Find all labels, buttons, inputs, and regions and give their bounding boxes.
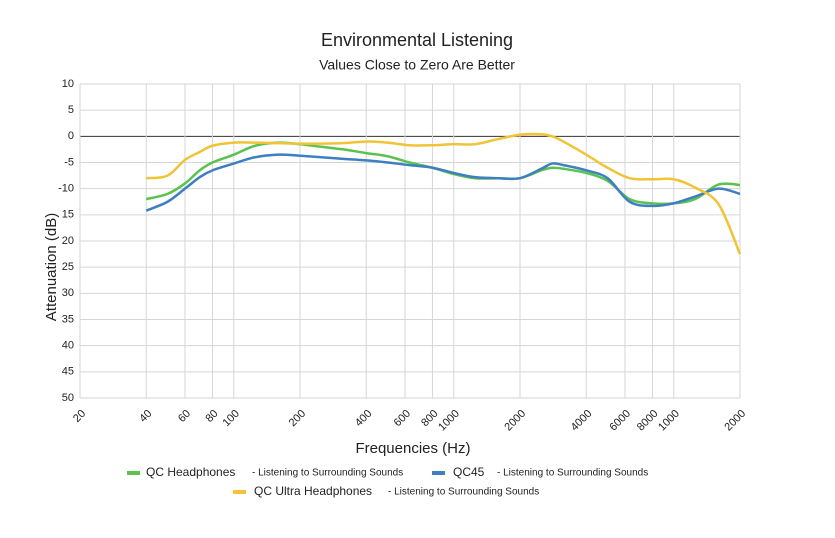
y-tick-label: 35 [62, 313, 74, 325]
x-tick-label: 6000 [607, 408, 633, 434]
y-tick-label: 45 [62, 366, 74, 378]
y-axis-label: Attenuation (dB) [43, 213, 60, 321]
series-line [145, 153, 741, 212]
x-tick-label: 2000 [502, 408, 528, 434]
x-axis-label: Frequencies (Hz) [355, 440, 470, 457]
legend-label: QC Headphones [146, 465, 235, 479]
x-tick-label: 1000 [656, 408, 682, 434]
x-tick-label: 400 [353, 408, 374, 429]
series-line [146, 132, 742, 255]
x-tick-label: 40 [137, 408, 154, 425]
y-tick-label: 0 [68, 130, 74, 142]
x-tick-label: 4000 [569, 408, 595, 434]
x-tick-label: 20 [71, 408, 88, 425]
legend-note: - Listening to Surrounding Sounds [388, 487, 539, 498]
x-tick-label: 8000 [635, 408, 661, 434]
y-tick-label: 30 [62, 287, 74, 299]
legend-note: - Listening to Surrounding Sounds [252, 468, 403, 479]
x-tick-label: 80 [203, 408, 220, 425]
x-tick-label: 600 [392, 408, 413, 429]
y-tick-label: 20 [62, 235, 74, 247]
chart-subtitle: Values Close to Zero Are Better [319, 57, 515, 73]
legend-label: QC45 [453, 465, 485, 479]
y-tick-label: 5 [68, 104, 74, 116]
chart-title: Environmental Listening [321, 30, 513, 50]
legend-label: QC Ultra Headphones [254, 484, 372, 498]
y-tick-label: 25 [62, 261, 74, 273]
y-tick-label: -10 [58, 183, 74, 195]
x-tick-label: 1000 [436, 408, 462, 434]
y-tick-label: 15 [62, 209, 74, 221]
y-tick-label: -5 [64, 156, 74, 168]
x-tick-label: 100 [220, 408, 241, 429]
x-tick-label: 60 [176, 408, 193, 425]
series-line [145, 141, 741, 206]
y-tick-label: 50 [62, 392, 74, 404]
y-tick-label: 40 [62, 340, 74, 352]
x-tick-label: 200 [287, 408, 308, 429]
x-tick-label: 2000 [722, 408, 748, 434]
y-tick-label: 10 [62, 78, 74, 90]
legend-note: - Listening to Surrounding Sounds [497, 468, 648, 479]
